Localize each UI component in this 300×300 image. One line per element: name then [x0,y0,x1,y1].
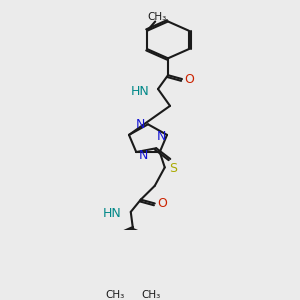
Text: S: S [169,162,177,176]
Text: HN: HN [131,85,150,98]
Text: N: N [139,149,148,162]
Text: O: O [184,73,194,85]
Text: CH₃: CH₃ [141,290,161,300]
Text: O: O [157,197,167,210]
Text: N: N [156,130,166,143]
Text: CH₃: CH₃ [105,290,124,300]
Text: CH₃: CH₃ [148,12,167,22]
Text: N: N [135,118,145,131]
Text: HN: HN [103,207,122,220]
